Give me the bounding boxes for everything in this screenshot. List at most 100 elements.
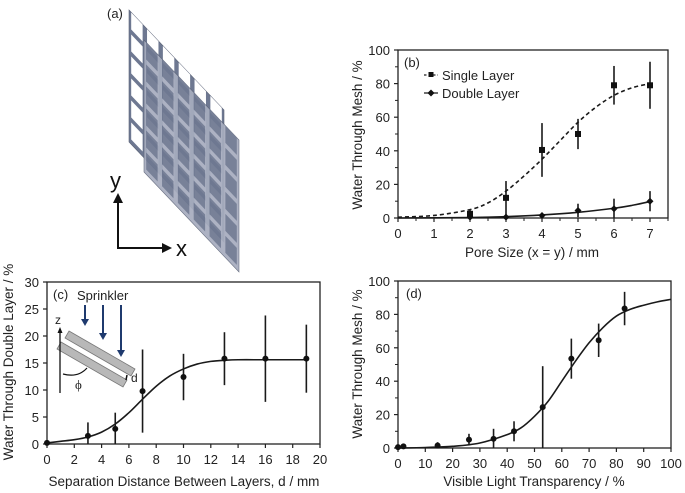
x-tick-label: 18	[285, 452, 299, 467]
sprinkler-arrowhead-icon	[81, 319, 89, 326]
mesh-hole	[225, 213, 237, 243]
chart-c-x-ticks: 0 2 4 6 8 10 12 14 16 18 20	[43, 444, 327, 467]
y-tick-label: 80	[376, 77, 390, 92]
data-point-diamond	[646, 197, 654, 205]
inset-bottom-layer-bar	[56, 341, 128, 388]
data-point-circle	[221, 355, 228, 362]
panel-a-mesh-illustration: (a) y x	[107, 6, 240, 273]
inset-z-label: z	[55, 313, 61, 327]
x-tick-label: 40	[500, 456, 514, 471]
chart-c-series	[44, 315, 310, 446]
mesh-hole	[146, 86, 158, 116]
mesh-hole	[209, 109, 221, 139]
x-axis-arrowhead-icon	[162, 243, 172, 253]
mesh-hole	[193, 202, 206, 232]
mesh-hole	[209, 175, 221, 205]
y-tick-label: 0	[383, 441, 390, 456]
y-tick-label: 15	[25, 356, 39, 371]
mesh-hole	[193, 158, 206, 188]
data-point-square	[539, 146, 545, 153]
mesh-hole	[177, 163, 190, 193]
data-point-circle	[595, 337, 602, 344]
x-tick-label: 0	[394, 456, 401, 471]
fit-curve-mesh	[397, 298, 672, 449]
chart-b-series	[397, 61, 654, 221]
sprinkler-label: Sprinkler	[77, 288, 129, 303]
x-tick-label: 20	[313, 452, 327, 467]
mesh-hole	[146, 108, 158, 138]
mesh-hole	[162, 45, 175, 75]
chart-c-y-axis-title: Water Through Double Layer / %	[1, 264, 16, 461]
y-tick-label: 20	[376, 177, 390, 192]
chart-b-plot-frame	[397, 49, 669, 219]
data-point-circle	[621, 305, 628, 312]
sprinkler-arrowhead-icon	[99, 333, 107, 340]
mesh-hole	[178, 62, 191, 92]
x-tick-label: 10	[176, 452, 190, 467]
inset-phi-label: ϕ	[75, 377, 82, 392]
mesh-hole	[146, 64, 158, 94]
mesh-hole	[162, 59, 174, 89]
y-tick-label: 40	[376, 144, 390, 159]
mesh-hole	[225, 169, 237, 199]
mesh-hole	[131, 100, 143, 130]
x-tick-label: 8	[153, 452, 160, 467]
data-point-circle	[303, 355, 310, 362]
data-point-circle	[490, 435, 497, 442]
chart-c-y-ticks: 0 5 10 15 20 25 30	[25, 275, 47, 452]
mesh-hole	[225, 235, 237, 265]
legend-double-diamond-marker-icon	[427, 89, 435, 97]
mesh-hole	[131, 12, 143, 42]
mesh-hole	[146, 42, 158, 72]
y-axis-letter: y	[110, 168, 121, 193]
mesh-hole	[147, 29, 159, 59]
mesh-hole	[131, 56, 143, 86]
mesh-hole	[193, 180, 206, 210]
mesh-hole	[193, 136, 206, 166]
mesh-hole	[162, 125, 174, 155]
chart-b-y-axis-title: Water Through Mesh / %	[350, 60, 365, 209]
mesh-sheet	[143, 39, 240, 273]
data-point-diamond	[502, 213, 510, 221]
data-point-circle	[139, 388, 146, 395]
x-axis-letter: x	[176, 236, 187, 261]
chart-c-x-axis-title: Separation Distance Between Layers, d / …	[49, 474, 320, 489]
x-tick-label: 4	[538, 226, 545, 241]
mesh-hole	[225, 125, 237, 155]
y-tick-label: 30	[25, 275, 39, 290]
data-point-circle	[400, 443, 407, 450]
y-tick-label: 60	[376, 341, 390, 356]
data-point-diamond	[610, 205, 618, 213]
y-tick-label: 60	[376, 110, 390, 125]
y-tick-label: 80	[376, 307, 390, 322]
x-tick-label: 12	[204, 452, 218, 467]
inset-phi-arc	[62, 367, 88, 376]
chart-b-x-ticks: 0 1 2 3 4 5 6 7	[394, 218, 669, 241]
y-tick-label: 0	[383, 211, 390, 226]
x-tick-label: 10	[418, 456, 432, 471]
x-tick-label: 0	[394, 226, 401, 241]
axes-indicator: y x	[110, 168, 187, 261]
data-point-diamond	[538, 211, 546, 219]
legend-double-layer-label: Double Layer	[442, 86, 520, 101]
data-point-circle	[568, 355, 575, 362]
mesh-hole	[177, 141, 190, 171]
data-point-circle	[262, 355, 269, 362]
legend-single-square-marker-icon	[428, 72, 434, 77]
mesh-hole	[193, 114, 206, 144]
x-tick-label: 2	[466, 226, 473, 241]
chart-b-x-axis-title: Pore Size (x = y) / mm	[465, 245, 599, 260]
data-point-circle	[84, 432, 91, 439]
x-tick-label: 6	[125, 452, 132, 467]
chart-c-panel-label: (c)	[53, 287, 68, 302]
x-tick-label: 90	[636, 456, 650, 471]
data-point-circle	[180, 374, 187, 381]
data-point-circle	[434, 442, 441, 449]
data-point-circle	[465, 436, 472, 443]
y-tick-label: 100	[368, 274, 390, 289]
mesh-hole	[131, 78, 143, 108]
inset-d-marker	[125, 374, 128, 381]
mesh-hole	[146, 152, 158, 182]
